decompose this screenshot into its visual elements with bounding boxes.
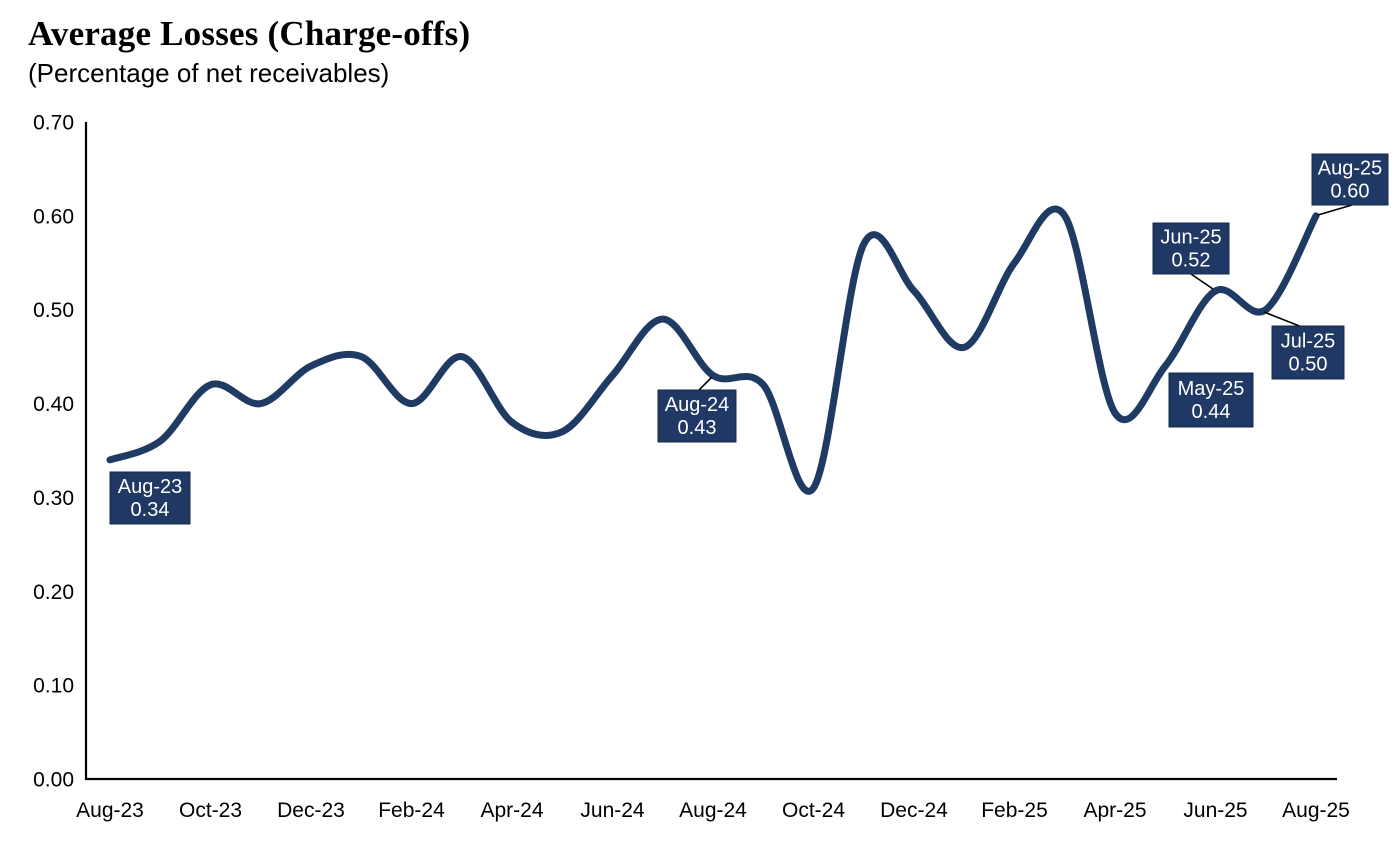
leader-line	[1317, 204, 1353, 216]
x-axis-tick-label: Apr-25	[1083, 799, 1146, 822]
leader-line	[1190, 273, 1214, 290]
x-axis-tick-label: Jun-24	[580, 799, 645, 822]
x-axis-tick-label: Dec-24	[880, 799, 948, 822]
data-label-box	[657, 389, 737, 443]
x-axis-tick-label: Aug-25	[1282, 799, 1350, 822]
data-label-month: Jul-25	[1281, 331, 1335, 353]
chart-title: Average Losses (Charge-offs)	[28, 14, 471, 53]
data-label-box	[1152, 222, 1230, 275]
leader-line	[698, 376, 713, 391]
x-axis-tick-label: Jun-25	[1183, 799, 1247, 822]
x-axis-tick-label: Oct-23	[179, 799, 242, 822]
data-label-month: Jun-25	[1160, 227, 1221, 249]
data-label-month: Aug-23	[118, 476, 183, 498]
y-axis-tick-label: 0.40	[33, 393, 74, 416]
data-label-month: May-25	[1178, 378, 1245, 400]
data-label-box	[109, 471, 191, 525]
data-label-month: Aug-24	[665, 394, 730, 416]
y-axis-tick-label: 0.10	[33, 675, 74, 698]
data-label-box	[1271, 325, 1345, 380]
y-axis-tick-label: 0.00	[33, 769, 74, 792]
data-label-value: 0.34	[131, 499, 170, 521]
data-label-value: 0.44	[1192, 401, 1231, 423]
data-label-box	[1311, 153, 1389, 206]
axis-lines	[84, 122, 1337, 781]
y-axis-tick-label: 0.70	[33, 112, 74, 135]
data-label-value: 0.60	[1331, 181, 1370, 203]
x-axis-tick-label: Oct-24	[782, 799, 845, 822]
y-axis-tick-label: 0.50	[33, 299, 74, 322]
leader-line	[1263, 311, 1303, 328]
x-axis-tick-label: Aug-24	[679, 799, 747, 822]
x-axis-tick-label: Aug-23	[76, 799, 144, 822]
y-axis-tick-label: 0.20	[33, 581, 74, 604]
trend-line	[106, 205, 1320, 495]
data-label-value: 0.43	[678, 417, 717, 439]
chart-subtitle: (Percentage of net receivables)	[28, 58, 390, 88]
data-label-value: 0.50	[1289, 354, 1328, 376]
x-axis-tick-label: Feb-25	[981, 799, 1048, 822]
y-axis-tick-label: 0.60	[33, 205, 74, 228]
x-axis-tick-label: Feb-24	[378, 799, 445, 822]
data-label-box	[1168, 372, 1254, 428]
x-axis-tick-label: Dec-23	[277, 799, 345, 822]
data-label-month: Aug-25	[1318, 158, 1383, 180]
x-axis-tick-label: Apr-24	[480, 799, 543, 822]
y-axis-tick-label: 0.30	[33, 487, 74, 510]
data-label-value: 0.52	[1172, 250, 1211, 272]
